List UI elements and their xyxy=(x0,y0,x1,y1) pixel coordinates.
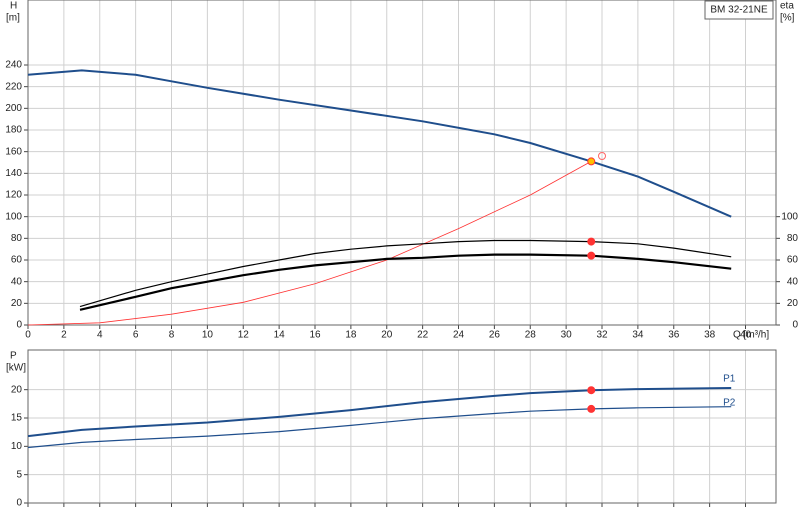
y-unit: [m] xyxy=(6,13,20,24)
x-tick-label: 18 xyxy=(345,330,357,341)
y2-tick-label: 80 xyxy=(787,233,799,244)
series-label: P1 xyxy=(723,374,736,385)
curve xyxy=(27,406,732,449)
x-tick-label: 12 xyxy=(238,330,250,341)
y-tick-label: 180 xyxy=(5,125,22,136)
y2-tick-label: 20 xyxy=(787,298,799,309)
x-tick-label: 40 xyxy=(740,330,752,341)
x-tick-label: 20 xyxy=(381,330,393,341)
y-tick-label: 15 xyxy=(11,413,23,424)
y-tick-label: 20 xyxy=(11,298,23,309)
y-tick-label: 60 xyxy=(11,255,23,266)
y2-tick-label: 100 xyxy=(781,211,798,222)
series-label: P2 xyxy=(723,397,736,408)
duty-point xyxy=(587,157,596,166)
plot-frame xyxy=(27,0,777,326)
x-tick-label: 6 xyxy=(133,330,139,341)
y-label: H xyxy=(10,1,17,12)
y2-label: eta xyxy=(780,1,794,12)
curve xyxy=(27,161,592,326)
x-tick-label: 30 xyxy=(561,330,573,341)
x-tick-label: 16 xyxy=(309,330,321,341)
y-tick-label: 80 xyxy=(11,233,23,244)
y2-tick-label: 60 xyxy=(787,255,799,266)
y-label: P xyxy=(10,351,17,362)
hollow-marker xyxy=(598,152,607,160)
y-tick-label: 100 xyxy=(5,211,22,222)
x-tick-label: 32 xyxy=(596,330,608,341)
y-tick-label: 240 xyxy=(5,60,22,71)
y2-tick-label: 0 xyxy=(792,320,798,331)
x-tick-label: 22 xyxy=(417,330,429,341)
x-tick-label: 28 xyxy=(525,330,537,341)
x-tick-label: 34 xyxy=(632,330,644,341)
y-tick-label: 160 xyxy=(5,146,22,157)
title-box xyxy=(704,0,774,20)
y-tick-label: 10 xyxy=(11,441,23,452)
y-unit: [kW] xyxy=(6,363,26,374)
x-tick-label: 8 xyxy=(169,330,175,341)
duty-point xyxy=(587,251,596,260)
y-tick-label: 220 xyxy=(5,81,22,92)
y-tick-label: 140 xyxy=(5,168,22,179)
y2-unit: [%] xyxy=(780,13,795,24)
y-tick-label: 20 xyxy=(11,384,23,395)
curve xyxy=(79,253,732,311)
x-tick-label: 0 xyxy=(25,330,31,341)
curve xyxy=(27,69,732,218)
y-tick-label: 0 xyxy=(16,320,22,331)
plot-frame xyxy=(27,349,777,504)
y-tick-label: 200 xyxy=(5,103,22,114)
x-tick-label: 38 xyxy=(704,330,716,341)
x-tick-label: 2 xyxy=(61,330,67,341)
y-tick-label: 0 xyxy=(16,498,22,509)
y2-tick-label: 40 xyxy=(787,276,799,287)
chart-title: BM 32-21NE xyxy=(710,5,768,16)
x-tick-label: 4 xyxy=(97,330,103,341)
x-tick-label: 26 xyxy=(489,330,501,341)
curve xyxy=(27,387,732,438)
x-label: Q [m³/h] xyxy=(733,330,769,341)
x-tick-label: 14 xyxy=(274,330,286,341)
duty-point xyxy=(587,386,596,395)
y-tick-label: 120 xyxy=(5,190,22,201)
duty-point xyxy=(587,404,596,413)
x-tick-label: 36 xyxy=(668,330,680,341)
y-tick-label: 5 xyxy=(16,469,22,480)
duty-point xyxy=(587,237,596,246)
x-tick-label: 24 xyxy=(453,330,465,341)
x-tick-label: 10 xyxy=(202,330,214,341)
y-tick-label: 40 xyxy=(11,276,23,287)
curve xyxy=(79,239,732,308)
